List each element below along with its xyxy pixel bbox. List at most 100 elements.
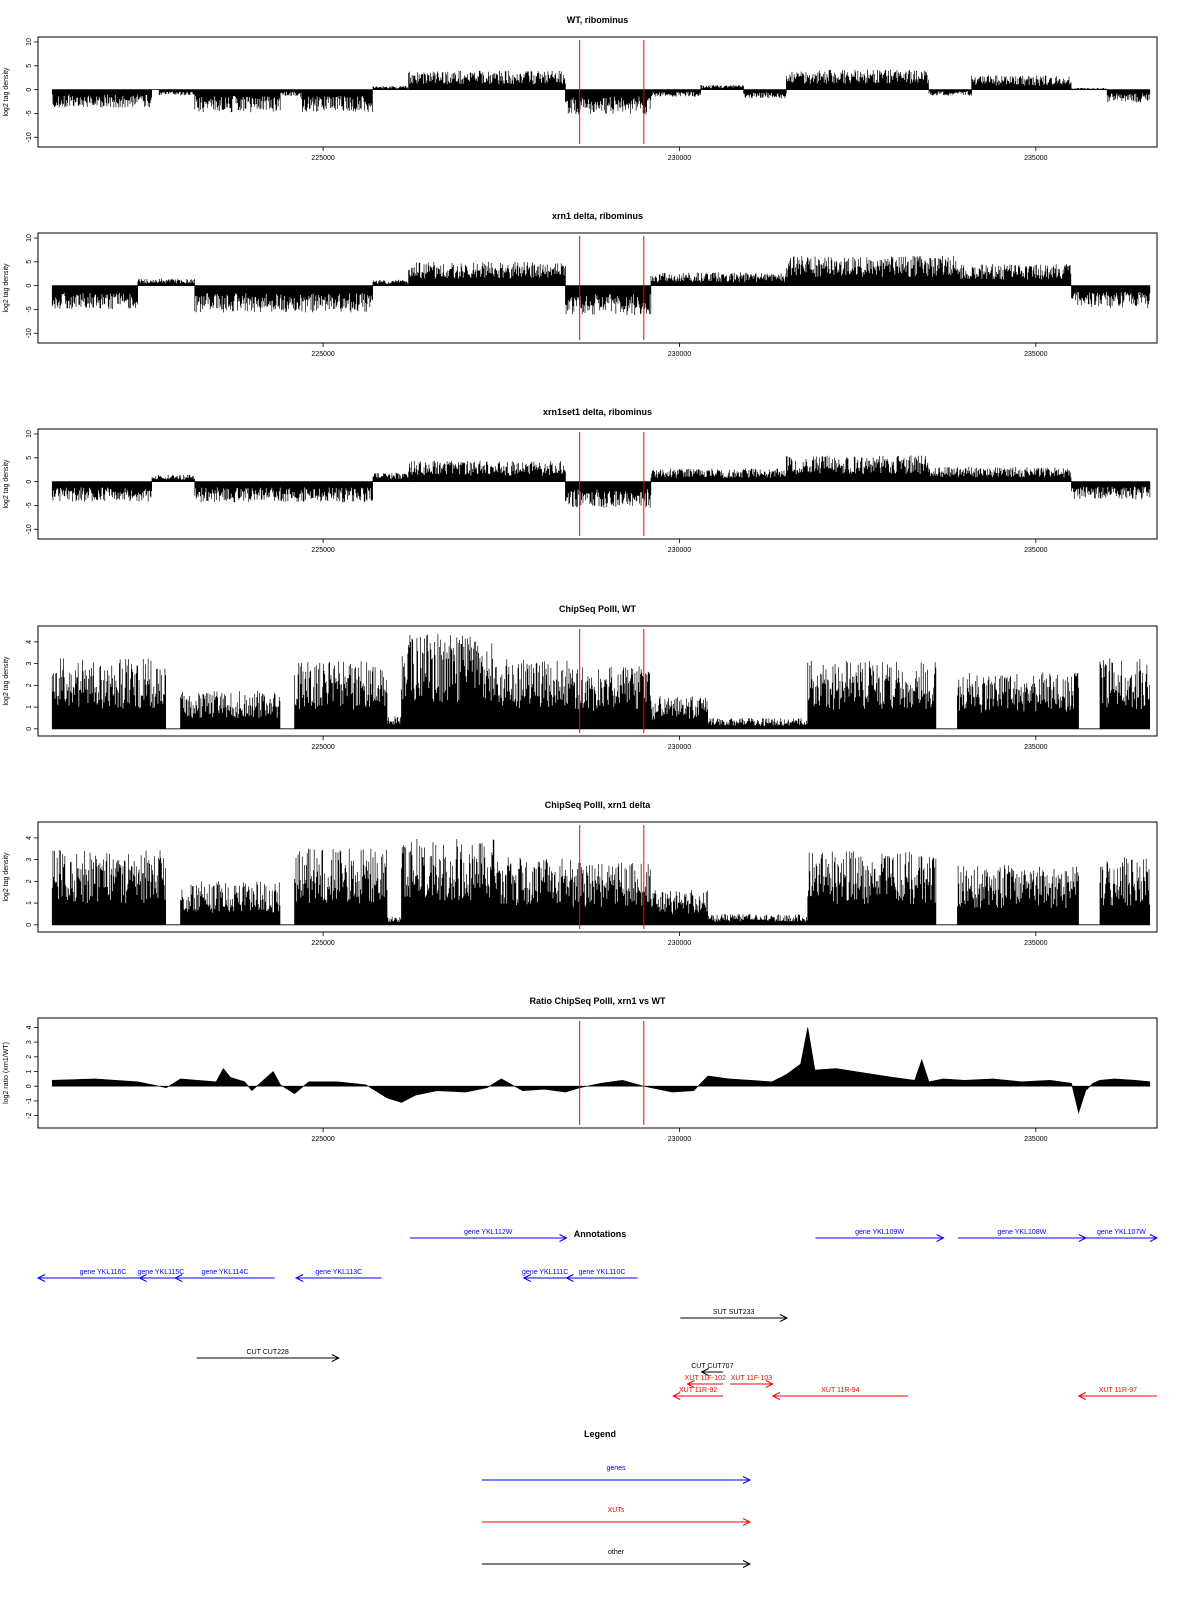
feature-arrowhead	[936, 1234, 945, 1242]
feature-label: gene YKL108W	[997, 1229, 1046, 1236]
y-axis-label: log2 tag density	[3, 67, 10, 117]
x-tick-label: 235000	[1024, 940, 1047, 947]
panel-title: Ratio ChipSeq PolII, xrn1 vs WT	[529, 996, 666, 1006]
y-tick-label: 1	[26, 705, 33, 709]
feature-label: XUT 11R-97	[1099, 1387, 1137, 1394]
feature-label: gene YKL112W	[464, 1229, 513, 1236]
y-tick-label: 3	[26, 1040, 33, 1044]
panel-frame	[37, 428, 1158, 540]
y-tick-label: -5	[26, 502, 33, 508]
feature-label: gene YKL107W	[1097, 1229, 1146, 1236]
density-segment	[51, 658, 166, 729]
density-segment	[971, 75, 1072, 90]
feature-arrowhead	[138, 1274, 147, 1282]
y-tick-label: -2	[26, 1112, 33, 1118]
density-segment	[650, 890, 709, 925]
density-segment	[194, 285, 373, 313]
density-segment	[957, 264, 1072, 286]
y-tick-label: 1	[26, 1069, 33, 1073]
density-segment	[401, 838, 495, 925]
x-tick-label: 235000	[1024, 351, 1047, 358]
panel-2	[34, 232, 1158, 347]
density-segment	[180, 691, 281, 729]
feature-label: CUT CUT707	[691, 1363, 733, 1370]
feature-label: gene YKL114C	[202, 1269, 249, 1276]
density-segment	[194, 481, 373, 503]
y-tick-label: 2	[26, 879, 33, 883]
density-segment	[743, 89, 787, 99]
y-tick-label: -5	[26, 306, 33, 312]
feature-arrowhead	[686, 1380, 695, 1388]
density-segment	[408, 460, 566, 482]
density-segment	[51, 89, 152, 108]
feature-label: gene YKL109W	[855, 1229, 904, 1236]
x-tick-label: 230000	[668, 940, 691, 947]
density-segment	[51, 481, 152, 502]
feature-arrowhead	[700, 1368, 709, 1376]
density-segment	[493, 659, 573, 729]
feature-label: SUT SUT233	[713, 1309, 755, 1316]
panel-5	[34, 821, 1158, 936]
density-segment	[301, 89, 373, 112]
y-tick-label: 2	[26, 1055, 33, 1059]
density-segment	[372, 86, 409, 90]
y-tick-label: 5	[26, 260, 33, 264]
x-tick-label: 225000	[311, 744, 334, 751]
y-tick-label: 0	[26, 923, 33, 927]
feature-arrowhead	[765, 1380, 774, 1388]
density-segment	[786, 455, 929, 482]
y-axis-label: log2 tag density	[3, 459, 10, 509]
density-segment	[572, 666, 652, 729]
y-tick-label: 1	[26, 901, 33, 905]
annotation-track	[36, 1234, 1159, 1400]
feature-label: gene YKL113C	[315, 1269, 362, 1276]
y-tick-label: 0	[26, 1084, 33, 1088]
feature-label: XUT 11F-102	[685, 1375, 726, 1382]
feature-arrowhead	[779, 1314, 789, 1322]
y-tick-label: -10	[26, 328, 33, 338]
panel-6	[34, 1017, 1158, 1132]
y-axis-label: log2 ratio (xrn1/WT)	[3, 1042, 10, 1104]
panel-frame	[37, 1017, 1158, 1129]
x-tick-label: 230000	[668, 155, 691, 162]
ratio-area	[51, 1027, 1151, 1114]
feature-label: gene YKL111C	[522, 1269, 568, 1276]
panel-title: ChipSeq PolII, xrn1 delta	[545, 800, 652, 810]
density-segment	[401, 633, 495, 729]
density-segment	[294, 848, 388, 925]
density-segment	[1106, 89, 1151, 103]
density-segment	[807, 660, 937, 729]
density-segment	[408, 261, 566, 286]
y-tick-label: 2	[26, 683, 33, 687]
feature-label: gene YKL110C	[579, 1269, 626, 1276]
x-tick-label: 230000	[668, 1136, 691, 1143]
density-segment	[700, 84, 744, 90]
y-tick-label: 0	[26, 88, 33, 92]
panel-frame	[37, 625, 1158, 737]
density-segment	[928, 89, 972, 96]
x-tick-label: 225000	[311, 1136, 334, 1143]
density-segment	[408, 70, 566, 90]
x-tick-label: 230000	[668, 351, 691, 358]
density-segment	[1071, 481, 1151, 500]
feature-label: XUT 11F-103	[731, 1375, 772, 1382]
density-segment	[928, 466, 1072, 482]
feature-arrowhead	[1077, 1392, 1086, 1400]
density-segment	[386, 916, 402, 925]
x-tick-label: 235000	[1024, 547, 1047, 554]
legend-genes-arrowhead	[742, 1476, 752, 1484]
legend-genes-label: genes	[606, 1465, 626, 1472]
density-segment	[51, 850, 166, 925]
density-segment	[650, 89, 702, 97]
y-tick-label: -1	[26, 1098, 33, 1104]
y-axis-label: log2 tag density	[3, 656, 10, 706]
legend-XUTs-label: XUTs	[608, 1507, 625, 1514]
x-tick-label: 235000	[1024, 1136, 1047, 1143]
y-tick-label: 10	[26, 234, 33, 242]
density-segment	[158, 89, 195, 96]
y-tick-label: 10	[26, 38, 33, 46]
panel-frame	[37, 232, 1158, 344]
density-segment	[650, 696, 709, 729]
